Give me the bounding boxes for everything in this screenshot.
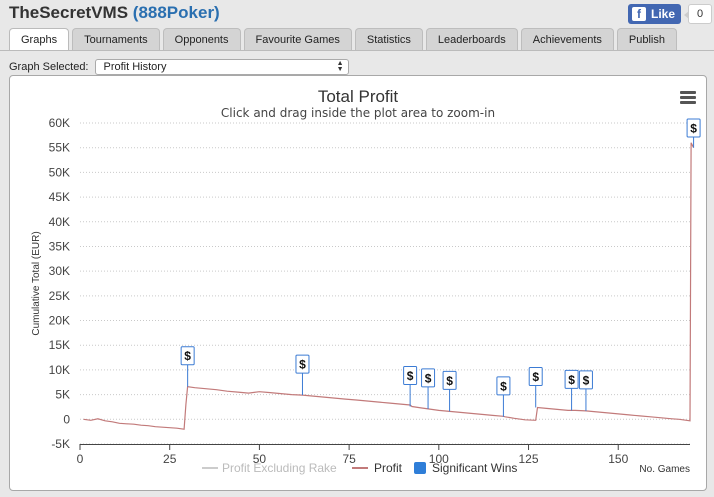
legend-significant-swatch — [414, 462, 426, 474]
y-tick-label: 60K — [49, 116, 70, 130]
like-count: 0 — [684, 4, 713, 24]
x-tick-label: 50 — [253, 452, 267, 466]
significant-win-label: $ — [532, 370, 539, 384]
y-tick-label: 35K — [49, 239, 70, 253]
legend-significant-label: Significant Wins — [432, 461, 517, 475]
dollar-flag-icon — [528, 366, 543, 386]
x-tick-label: 0 — [77, 452, 84, 466]
tab-statistics[interactable]: Statistics — [354, 28, 423, 50]
graph-select-dropdown[interactable]: Profit History ▲ ▼ — [94, 59, 349, 75]
hamburger-menu-icon[interactable] — [680, 91, 696, 104]
y-tick-label: 40K — [49, 215, 70, 229]
profit-chart[interactable]: -5K 0 5K 10K 15K 20K 25K 30K 35K 40K 45K 50K 55K 60K 0… — [10, 76, 708, 492]
significant-win-label: $ — [407, 369, 414, 383]
y-tick-label: 0 — [63, 412, 70, 426]
app-header: TheSecretVMS (888Poker) f Like 0 — [0, 0, 714, 28]
graph-selector: Graph Selected: Profit History ▲ ▼ — [9, 59, 349, 75]
dollar-flag-icon — [496, 376, 511, 396]
tab-bar: Graphs Tournaments Opponents Favourite G… — [9, 28, 677, 51]
x-tick-label: 25 — [163, 452, 177, 466]
y-tick-label: 45K — [49, 190, 70, 204]
dollar-flag-icon — [686, 118, 701, 138]
tab-favourite-games[interactable]: Favourite Games — [243, 28, 352, 50]
dollar-flag-icon — [180, 346, 195, 366]
select-arrows-icon: ▲ ▼ — [336, 60, 344, 73]
y-tick-label: 25K — [49, 289, 70, 303]
player-name: TheSecretVMS — [9, 3, 129, 22]
tab-achievements[interactable]: Achievements — [520, 28, 614, 50]
x-tick-label: 75 — [342, 452, 356, 466]
facebook-like-widget: f Like 0 — [628, 4, 713, 24]
significant-win-label: $ — [568, 373, 575, 387]
x-axis-title: No. Games — [639, 464, 690, 475]
facebook-icon: f — [632, 7, 646, 21]
significant-win-label: $ — [690, 122, 697, 136]
x-tick-label: 125 — [519, 452, 539, 466]
dollar-flag-icon — [421, 368, 436, 388]
tab-divider — [0, 50, 714, 51]
legend-profit-label: Profit — [374, 461, 403, 475]
y-tick-label: 50K — [49, 165, 70, 179]
graph-select-label: Graph Selected: — [9, 61, 89, 73]
profit-series-line — [83, 142, 695, 430]
dollar-flag-icon — [564, 369, 579, 389]
page-title: TheSecretVMS (888Poker) — [9, 3, 220, 23]
tab-graphs[interactable]: Graphs — [9, 28, 70, 51]
significant-win-label: $ — [446, 374, 453, 388]
facebook-like-button[interactable]: f Like — [628, 4, 682, 24]
tab-publish[interactable]: Publish — [616, 28, 677, 50]
significant-win-label: $ — [299, 358, 306, 372]
site-name[interactable]: (888Poker) — [132, 3, 220, 22]
significant-win-label: $ — [500, 379, 507, 393]
y-tick-label: 10K — [49, 363, 70, 377]
chart-title: Total Profit — [317, 87, 399, 106]
y-tick-label: 20K — [49, 314, 70, 328]
chart-subtitle: Click and drag inside the plot area to z… — [220, 106, 496, 120]
y-tick-label: 15K — [49, 338, 70, 352]
tab-opponents[interactable]: Opponents — [162, 28, 241, 50]
like-label: Like — [651, 7, 676, 21]
legend-excl-rake-label: Profit Excluding Rake — [222, 461, 337, 475]
x-tick-label: 150 — [608, 452, 628, 466]
x-tick-label: 100 — [429, 452, 449, 466]
dollar-flag-icon — [442, 370, 457, 390]
tab-tournaments[interactable]: Tournaments — [72, 28, 160, 50]
dollar-flag-icon — [403, 365, 418, 385]
significant-win-label: $ — [583, 373, 590, 387]
graph-select-value: Profit History — [103, 61, 167, 73]
significant-win-label: $ — [425, 371, 432, 385]
tab-leaderboards[interactable]: Leaderboards — [425, 28, 518, 50]
y-tick-label: 5K — [55, 388, 70, 402]
dollar-flag-icon — [578, 370, 593, 390]
y-tick-label: 55K — [49, 141, 70, 155]
y-tick-label: 30K — [49, 264, 70, 278]
y-axis-title: Cumulative Total (EUR) — [31, 231, 42, 335]
chart-container: Total Profit Click and drag inside the p… — [9, 75, 707, 491]
significant-win-label: $ — [184, 349, 191, 363]
y-tick-label: -5K — [51, 437, 70, 451]
dollar-flag-icon — [295, 354, 310, 374]
